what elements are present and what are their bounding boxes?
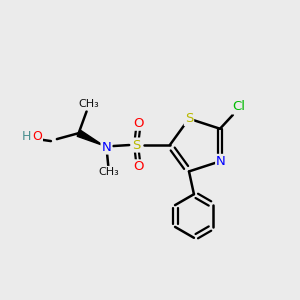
Text: N: N (101, 140, 111, 154)
Text: H: H (22, 130, 31, 142)
Text: S: S (185, 112, 193, 125)
Text: Cl: Cl (232, 100, 245, 113)
Text: O: O (133, 117, 143, 130)
Polygon shape (77, 130, 104, 146)
Text: O: O (32, 130, 42, 142)
Text: N: N (216, 155, 226, 168)
Text: CH₃: CH₃ (78, 99, 99, 110)
Text: CH₃: CH₃ (98, 167, 119, 177)
Text: O: O (133, 160, 143, 173)
Text: S: S (132, 139, 140, 152)
